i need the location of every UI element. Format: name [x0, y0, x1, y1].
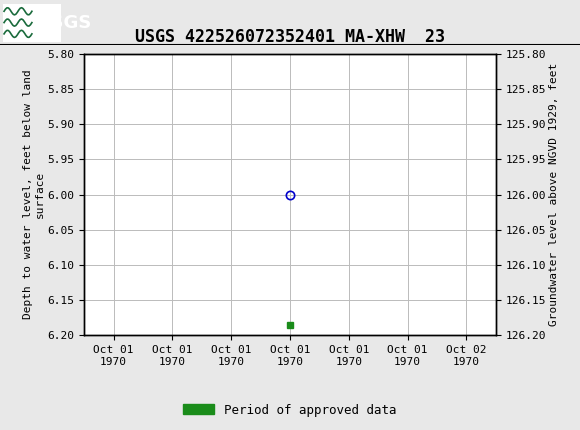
Y-axis label: Depth to water level, feet below land
surface: Depth to water level, feet below land su…	[23, 70, 45, 319]
Y-axis label: Groundwater level above NGVD 1929, feet: Groundwater level above NGVD 1929, feet	[549, 63, 559, 326]
Text: USGS: USGS	[36, 14, 91, 31]
Text: USGS 422526072352401 MA-XHW  23: USGS 422526072352401 MA-XHW 23	[135, 28, 445, 46]
FancyBboxPatch shape	[3, 3, 61, 42]
Legend: Period of approved data: Period of approved data	[178, 399, 402, 421]
